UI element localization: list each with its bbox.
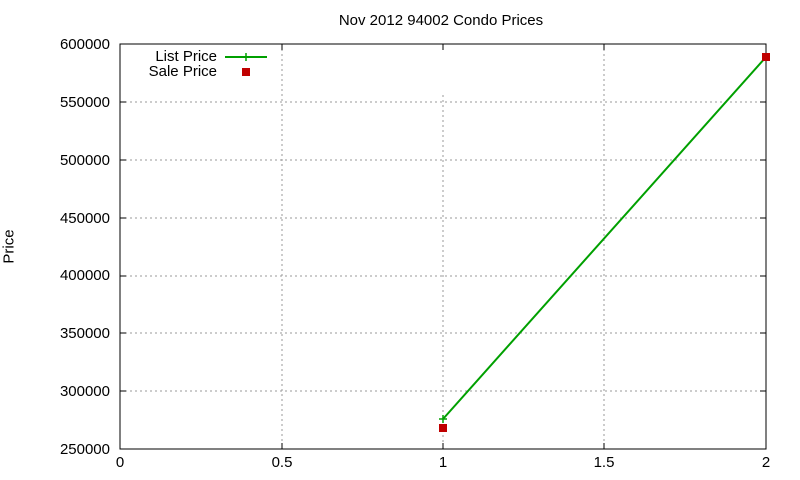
y-tick-label: 600000 [59, 36, 110, 53]
y-tick-label: 350000 [59, 325, 110, 342]
sale-price-point [762, 53, 770, 61]
chart-title: Nov 2012 94002 Condo Prices [338, 12, 544, 29]
y-tick-label: 400000 [59, 267, 110, 284]
grid-lines [120, 44, 766, 449]
x-tick-label: 1.5 [593, 454, 615, 471]
sale-price-point [439, 424, 447, 432]
y-tick-label: 300000 [59, 383, 110, 400]
legend-sale-price: Sale Price [148, 63, 217, 80]
legend-list-price: List Price [155, 48, 217, 65]
list-price-markers [439, 415, 447, 423]
y-tick-label: 500000 [59, 152, 110, 169]
axis-ticks [120, 44, 766, 449]
legend-sale-price-symbol [242, 68, 250, 76]
y-tick-label: 450000 [59, 210, 110, 227]
list-price-line [442, 56, 767, 420]
x-tick-label: 0 [115, 454, 125, 471]
y-tick-label: 250000 [59, 441, 110, 458]
x-tick-label: 2 [761, 454, 771, 471]
y-tick-label: 550000 [59, 94, 110, 111]
x-tick-label: 1 [438, 454, 448, 471]
x-tick-label: 0.5 [271, 454, 293, 471]
